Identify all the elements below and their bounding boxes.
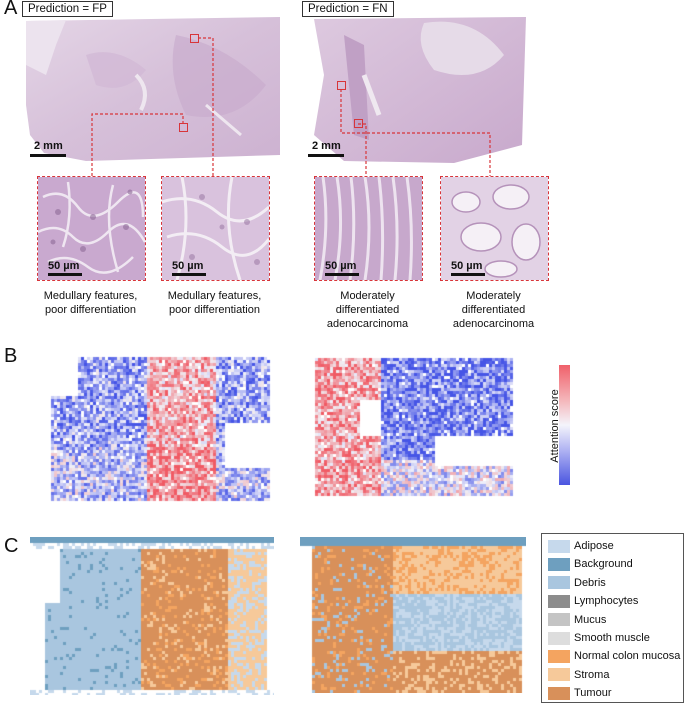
legend-swatch (548, 594, 570, 608)
zoom-tile-fp-2: 50 µm (161, 176, 270, 281)
slide-thumbnail-fn (314, 17, 526, 163)
legend-label: Lymphocytes (574, 595, 639, 608)
legend-item-stroma: Stroma (548, 667, 609, 683)
scale-bar-label-50um: 50 µm (451, 260, 483, 272)
tissue-segmentation-fp (30, 537, 274, 695)
tissue-segmentation-fn (300, 537, 526, 693)
legend-swatch (548, 613, 570, 627)
slide-thumbnail-fp (26, 17, 280, 161)
panel-letter-b: B (4, 345, 18, 367)
panel-letter-a: A (4, 0, 18, 19)
legend-swatch (548, 668, 570, 682)
scale-bar-label-50um: 50 µm (172, 260, 204, 272)
scale-bar-2mm-right (308, 154, 344, 157)
scale-bar-50um (172, 273, 206, 276)
tissue-legend: Adipose Background Debris Lymphocytes Mucus S… (541, 533, 684, 703)
zoom-tile-fn-2: 50 µm (440, 176, 549, 281)
roi-marker-fn-2 (354, 119, 363, 128)
legend-label: Background (574, 558, 633, 571)
zoom-tile-fn-1: 50 µm (314, 176, 423, 281)
legend-item-normal-colon-mucosa: Normal colon mucosa (548, 648, 680, 664)
caption-fn-1: Moderately differentiated adenocarcinoma (326, 290, 409, 330)
scale-bar-2mm-left (30, 154, 66, 157)
legend-label: Debris (574, 576, 606, 589)
scale-bar-50um (48, 273, 82, 276)
legend-swatch (548, 631, 570, 645)
legend-swatch (548, 649, 570, 663)
scale-bar-label-2mm-left: 2 mm (34, 140, 63, 152)
scale-bar-label-50um: 50 µm (325, 260, 357, 272)
legend-swatch (548, 576, 570, 590)
prediction-label-fn: Prediction = FN (302, 1, 394, 17)
legend-item-tumour: Tumour (548, 685, 612, 701)
legend-label: Adipose (574, 540, 614, 552)
scale-bar-50um (451, 273, 485, 276)
legend-item-debris: Debris (548, 575, 606, 591)
attention-colorbar-label: Attention score (549, 389, 561, 463)
legend-label: Smooth muscle (574, 632, 650, 644)
scale-bar-label-2mm-right: 2 mm (312, 140, 341, 152)
legend-label: Normal colon mucosa (574, 650, 681, 663)
legend-label: Tumour (574, 687, 612, 700)
legend-item-smooth-muscle: Smooth muscle (548, 630, 650, 646)
attention-heatmap-fn (306, 352, 516, 502)
legend-swatch (548, 686, 570, 700)
legend-item-adipose: Adipose (548, 538, 614, 554)
attention-colorbar (559, 365, 570, 485)
caption-fn-2: Moderately differentiated adenocarcinoma (452, 290, 535, 330)
attention-heatmap-fp (36, 348, 276, 508)
connector-lines (91, 37, 491, 176)
caption-fp-1: Medullary features, poor differentiation (43, 290, 138, 316)
legend-swatch (548, 557, 570, 571)
legend-swatch (548, 539, 570, 553)
legend-label: Stroma (574, 668, 610, 681)
prediction-label-fp: Prediction = FP (22, 1, 113, 17)
legend-item-lymphocytes: Lymphocytes (548, 593, 638, 609)
legend-item-mucus: Mucus (548, 612, 606, 628)
scale-bar-50um (325, 273, 359, 276)
legend-item-background: Background (548, 556, 633, 572)
legend-label: Mucus (574, 613, 607, 626)
panel-letter-c: C (4, 535, 19, 557)
scale-bar-label-50um: 50 µm (48, 260, 80, 272)
zoom-tile-fp-1: 50 µm (37, 176, 146, 281)
caption-fp-2: Medullary features, poor differentiation (167, 290, 262, 316)
